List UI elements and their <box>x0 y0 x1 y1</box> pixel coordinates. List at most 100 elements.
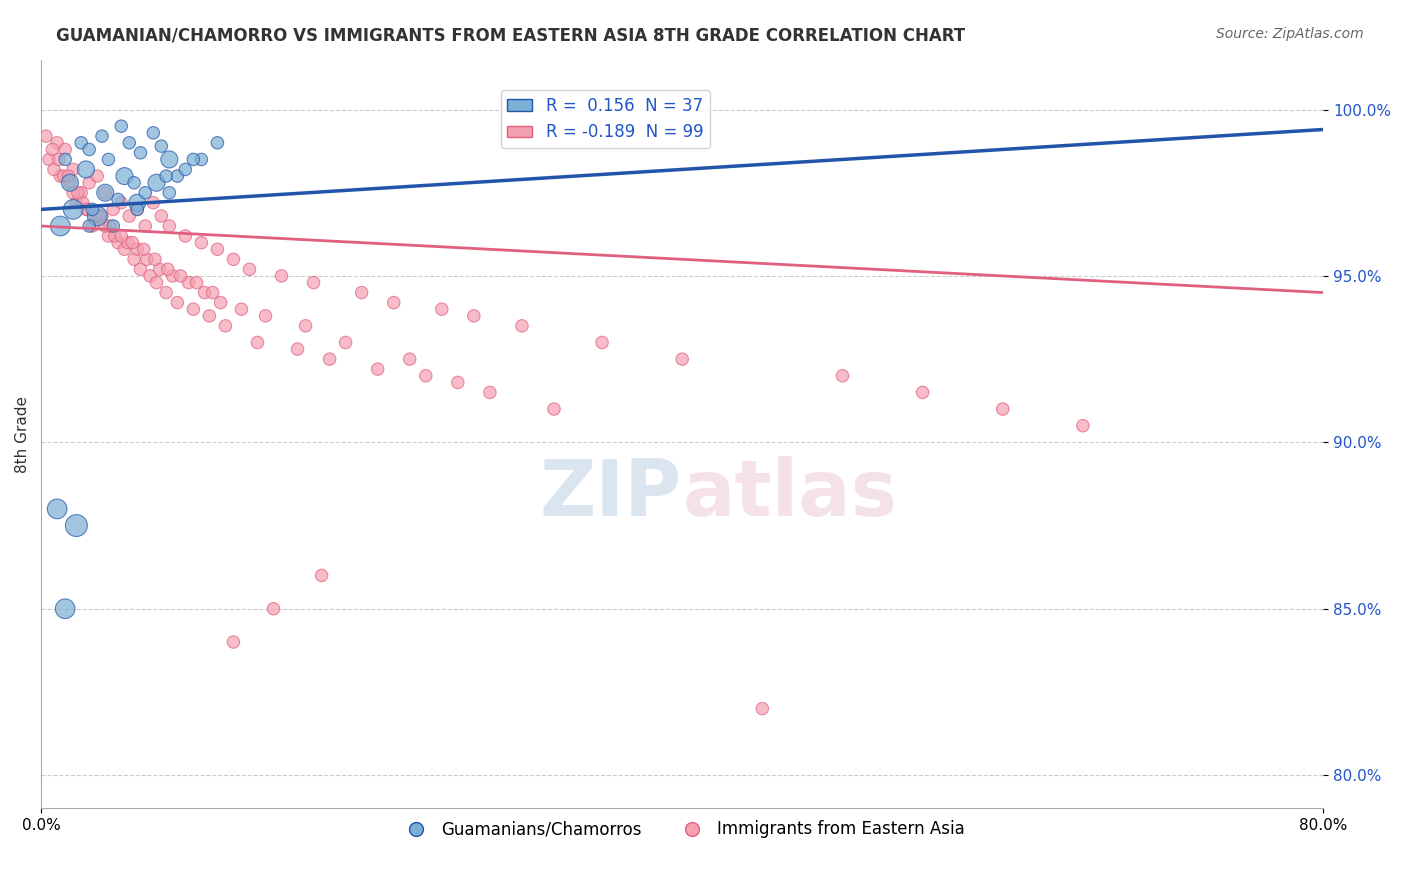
Text: GUAMANIAN/CHAMORRO VS IMMIGRANTS FROM EASTERN ASIA 8TH GRADE CORRELATION CHART: GUAMANIAN/CHAMORRO VS IMMIGRANTS FROM EA… <box>56 27 966 45</box>
Point <box>166 169 188 183</box>
Point <box>209 295 232 310</box>
Point <box>166 295 188 310</box>
Point <box>430 302 453 317</box>
Point <box>84 209 107 223</box>
Point <box>127 202 149 217</box>
Point <box>222 252 245 267</box>
Point <box>127 242 149 256</box>
Point <box>48 153 70 167</box>
Point <box>86 209 108 223</box>
Point <box>132 242 155 256</box>
Point <box>246 335 269 350</box>
Point <box>751 701 773 715</box>
Point <box>510 318 533 333</box>
Point <box>129 145 152 160</box>
Point <box>49 169 72 183</box>
Point <box>82 219 104 233</box>
Point <box>86 169 108 183</box>
Point <box>294 318 316 333</box>
Point <box>207 242 229 256</box>
Point <box>155 285 177 300</box>
Point <box>129 262 152 277</box>
Point <box>139 268 162 283</box>
Point <box>145 176 167 190</box>
Point <box>238 262 260 277</box>
Point <box>463 309 485 323</box>
Point <box>142 195 165 210</box>
Point <box>190 235 212 250</box>
Point <box>82 202 104 217</box>
Point <box>198 309 221 323</box>
Point <box>53 601 76 615</box>
Text: ZIP: ZIP <box>540 456 682 532</box>
Point <box>543 402 565 417</box>
Point <box>157 153 180 167</box>
Point <box>66 186 89 200</box>
Point <box>110 119 132 133</box>
Point <box>65 518 87 533</box>
Point <box>142 126 165 140</box>
Point <box>59 176 82 190</box>
Point <box>145 276 167 290</box>
Point <box>155 169 177 183</box>
Point <box>103 219 125 233</box>
Point <box>134 186 156 200</box>
Point <box>97 229 120 244</box>
Point <box>72 195 94 210</box>
Point <box>122 252 145 267</box>
Point <box>382 295 405 310</box>
Point <box>62 162 84 177</box>
Point <box>46 502 69 516</box>
Point <box>114 242 136 256</box>
Point <box>591 335 613 350</box>
Text: atlas: atlas <box>682 456 897 532</box>
Point <box>231 302 253 317</box>
Point <box>1071 418 1094 433</box>
Point <box>75 202 97 217</box>
Point <box>183 153 205 167</box>
Point <box>831 368 853 383</box>
Point <box>174 162 197 177</box>
Point <box>53 153 76 167</box>
Point <box>77 219 100 233</box>
Point <box>671 352 693 367</box>
Point <box>150 209 173 223</box>
Point <box>156 262 179 277</box>
Point <box>350 285 373 300</box>
Point <box>94 186 117 200</box>
Point <box>122 176 145 190</box>
Point <box>335 335 357 350</box>
Point <box>302 276 325 290</box>
Point <box>41 143 63 157</box>
Point <box>318 352 340 367</box>
Point <box>49 219 72 233</box>
Point <box>143 252 166 267</box>
Point <box>46 136 69 150</box>
Point <box>94 186 117 200</box>
Point <box>77 143 100 157</box>
Point <box>415 368 437 383</box>
Point <box>97 153 120 167</box>
Point <box>121 235 143 250</box>
Point <box>911 385 934 400</box>
Point <box>287 342 309 356</box>
Point <box>991 402 1014 417</box>
Point <box>58 169 80 183</box>
Point <box>207 136 229 150</box>
Point <box>91 209 114 223</box>
Y-axis label: 8th Grade: 8th Grade <box>15 395 30 473</box>
Point <box>222 635 245 649</box>
Point <box>70 136 93 150</box>
Point <box>59 176 82 190</box>
Point <box>107 193 129 207</box>
Point <box>62 202 84 217</box>
Point <box>194 285 217 300</box>
Point <box>127 195 149 210</box>
Point <box>127 202 149 217</box>
Point <box>157 186 180 200</box>
Point <box>77 176 100 190</box>
Point <box>75 162 97 177</box>
Point <box>70 186 93 200</box>
Point <box>114 169 136 183</box>
Point <box>118 136 141 150</box>
